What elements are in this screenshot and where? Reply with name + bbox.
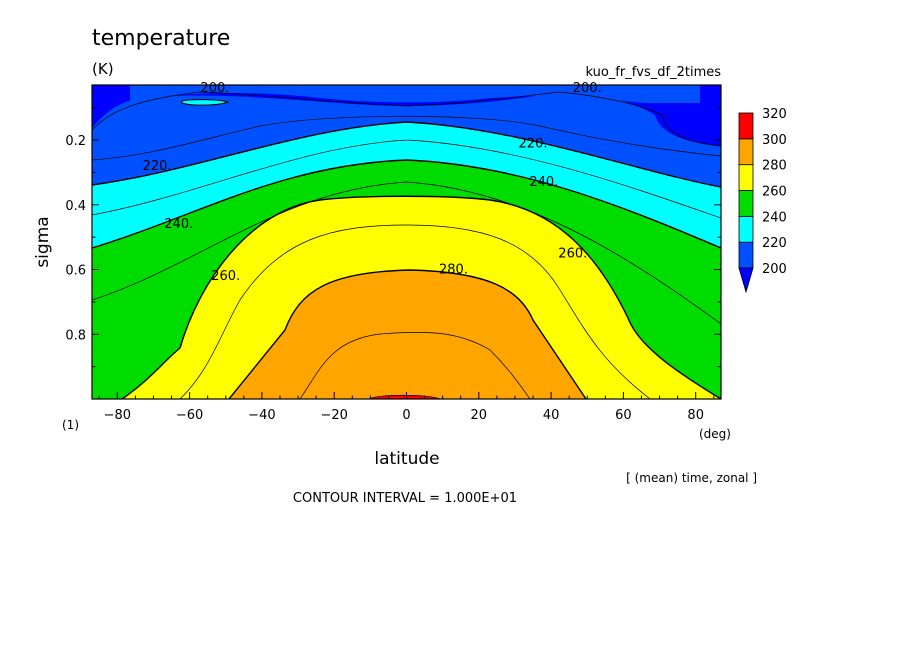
colorbar-swatch: [738, 215, 754, 243]
y-tick-label: 0.8: [65, 328, 86, 343]
y-tick-label: 0.4: [65, 199, 86, 214]
contour-label: 260.: [211, 269, 240, 284]
contour-line: [369, 394, 441, 399]
contour-label: 220.: [519, 136, 548, 151]
colorbar-label: 300: [762, 133, 787, 148]
colorbar-label: 220: [762, 236, 787, 251]
contour-label: 200.: [573, 81, 602, 96]
mean-note: [ (mean) time, zonal ]: [626, 471, 757, 485]
x-axis-label: latitude: [374, 449, 439, 469]
filled-contours: [92, 85, 721, 399]
contour-line: [92, 91, 721, 147]
band-280-300: [229, 270, 586, 399]
x-tick-label: −60: [176, 408, 203, 423]
y-unit-label: (1): [62, 418, 79, 432]
plot-area: 200. 200. 220. 220. 240. 240. 260. 260. 280. −80 −…: [65, 81, 722, 423]
x-tick-label: 0: [402, 408, 410, 423]
colorbar-label: 240: [762, 210, 787, 225]
contour-label: 260.: [558, 246, 587, 261]
colorbar-swatch: [738, 164, 754, 191]
colorbar-swatch: [738, 190, 754, 217]
x-tick-label: −40: [248, 408, 275, 423]
colorbar-swatch: [738, 241, 754, 269]
contour-label: 240.: [164, 217, 193, 232]
band-300-320: [370, 395, 440, 399]
colorbar-swatch: [738, 112, 754, 140]
x-tick-label: 60: [615, 408, 632, 423]
contour-line: [179, 224, 651, 399]
y-tick-label: 0.6: [65, 264, 86, 279]
contour-line: [299, 331, 531, 399]
x-tick-label: −20: [320, 408, 347, 423]
contour-line: [92, 139, 721, 219]
contour-label: 280.: [439, 263, 468, 278]
contour-line: [92, 115, 721, 161]
colorbar: 200 220 240 260 280 300 320: [738, 107, 787, 294]
contour-line: [121, 195, 721, 399]
contour-line: [92, 159, 721, 249]
contour-label: 200.: [200, 81, 229, 96]
colorbar-label: 260: [762, 185, 787, 200]
chart-title: temperature: [92, 26, 230, 51]
y-tick-label: 0.2: [65, 134, 86, 149]
x-tick-label: 20: [471, 408, 488, 423]
colorbar-swatch: [738, 138, 754, 166]
band-220-240-pocket: [181, 99, 230, 106]
x-tick-label: −80: [104, 408, 131, 423]
band-200-220-upper: [130, 85, 700, 104]
colorbar-label: 320: [762, 107, 787, 122]
contour-line: [228, 269, 587, 399]
contour-line: [92, 121, 721, 188]
x-unit-label: (deg): [699, 427, 731, 441]
contour-line: [92, 181, 721, 325]
colorbar-label: 280: [762, 159, 787, 174]
contour-label: 220.: [143, 159, 172, 174]
contour-interval-text: CONTOUR INTERVAL = 1.000E+01: [293, 491, 517, 506]
contour-label: 240.: [529, 175, 558, 190]
y-axis-label: sigma: [33, 216, 53, 267]
colorbar-label: 200: [762, 262, 787, 277]
units-label: (K): [92, 60, 114, 78]
experiment-label: kuo_fr_fvs_df_2times: [585, 65, 721, 80]
colorbar-under-arrow: [738, 267, 754, 294]
x-tick-label: 40: [543, 408, 560, 423]
x-tick-label: 80: [687, 408, 704, 423]
